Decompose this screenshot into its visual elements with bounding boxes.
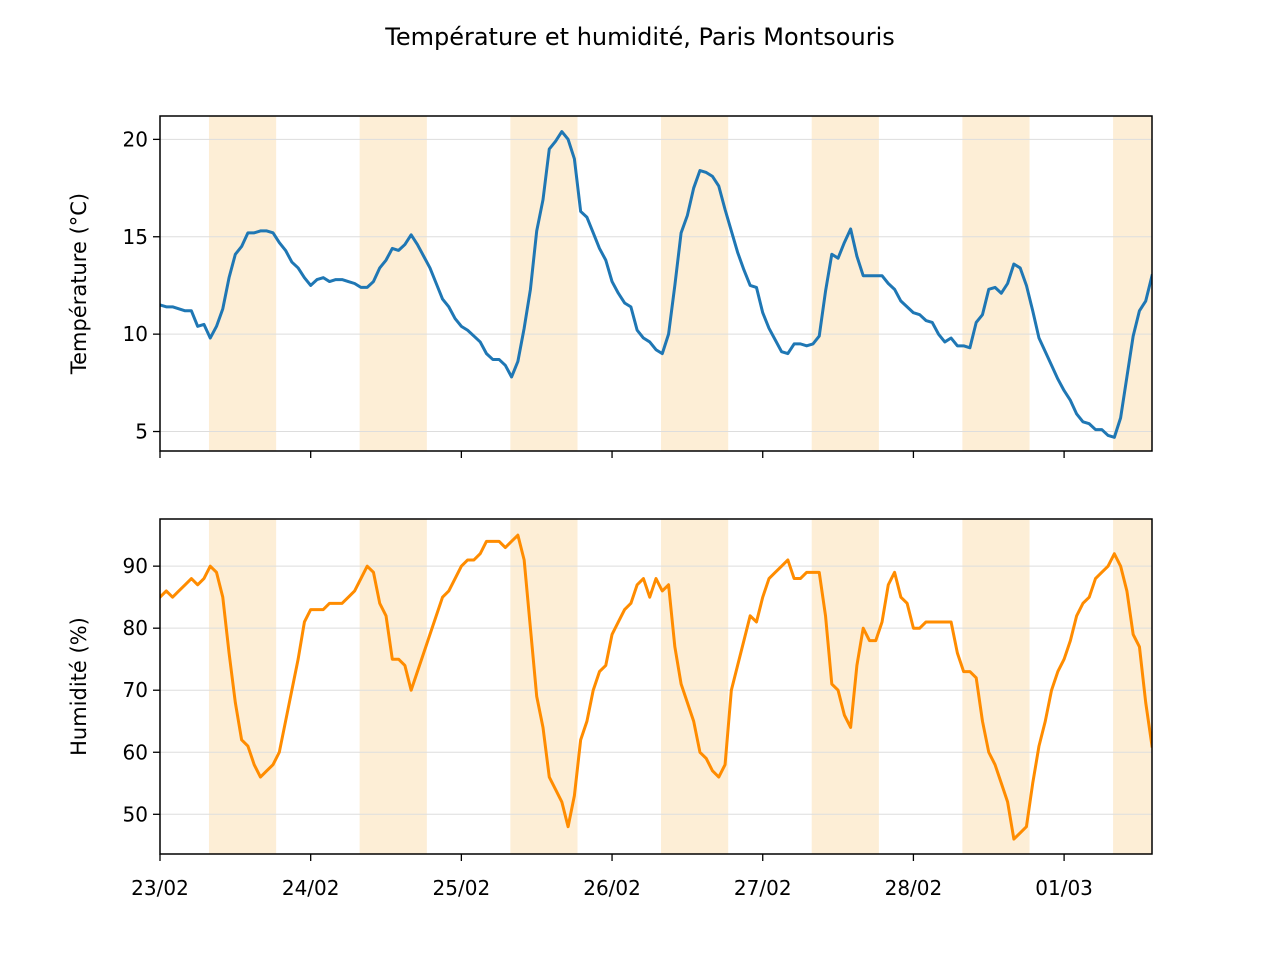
- temperature-y-axis-label: Température (°C): [67, 193, 91, 375]
- humidity-y-tick-label: 80: [123, 616, 148, 640]
- temperature-y-tick-label: 5: [135, 420, 148, 444]
- temperature-day-band: [208, 116, 277, 451]
- humidity-y-tick-label: 50: [123, 802, 148, 826]
- humidity-axes-frame: [159, 518, 1153, 855]
- temperature-day-band: [510, 116, 578, 451]
- humidity-day-band: [359, 519, 427, 854]
- temperature-y-tick-label: 15: [123, 225, 148, 249]
- humidity-x-tick-label: 26/02: [583, 876, 641, 900]
- temperature-axes-frame: [159, 115, 1153, 452]
- humidity-day-band: [1113, 519, 1152, 854]
- chart-title: Température et humidité, Paris Montsouri…: [384, 23, 894, 51]
- humidity-day-band: [661, 519, 729, 854]
- humidity-day-band: [510, 519, 578, 854]
- humidity-day-band: [208, 519, 277, 854]
- temperature-day-band: [1113, 116, 1152, 451]
- humidity-x-tick-label: 23/02: [131, 876, 189, 900]
- humidity-y-tick-label: 60: [123, 740, 148, 764]
- humidity-x-tick-label: 27/02: [734, 876, 792, 900]
- temperature-day-band: [811, 116, 879, 451]
- humidity-x-tick-label: 24/02: [282, 876, 340, 900]
- humidity-y-tick-label: 90: [123, 554, 148, 578]
- humidity-y-tick-label: 70: [123, 678, 148, 702]
- humidity-day-band: [962, 519, 1030, 854]
- humidity-x-tick-label: 28/02: [885, 876, 943, 900]
- temperature-y-tick-label: 10: [123, 322, 148, 346]
- humidity-y-axis-label: Humidité (%): [67, 617, 91, 756]
- humidity-x-tick-label: 25/02: [433, 876, 491, 900]
- temperature-series-line: [160, 130, 1152, 439]
- temperature-day-band: [962, 116, 1030, 451]
- humidity-series-line: [160, 533, 1152, 841]
- humidity-day-band: [811, 519, 879, 854]
- temperature-panel: 5 10 15 20 Température (°C): [67, 115, 1153, 458]
- temperature-y-tick-label: 20: [123, 127, 148, 151]
- humidity-panel: 50 60 70 80 90 23/02 24/02 25/02 26/02 27/02 28/02…: [67, 518, 1153, 900]
- humidity-x-tick-label: 01/03: [1035, 876, 1093, 900]
- temperature-day-band: [661, 116, 729, 451]
